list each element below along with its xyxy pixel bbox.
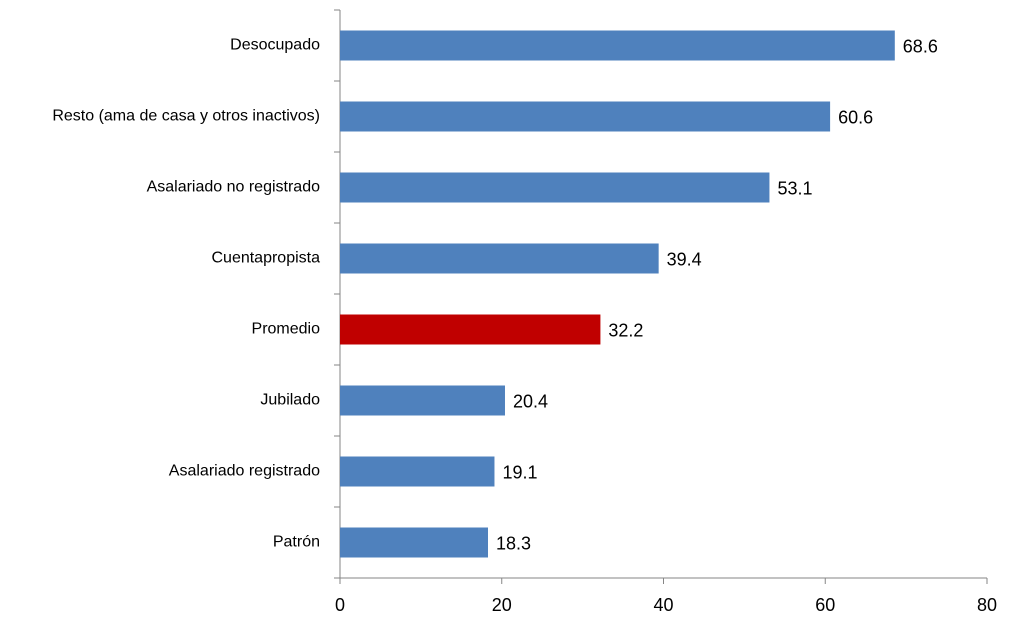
value-label: 19.1: [502, 462, 537, 482]
value-label: 53.1: [777, 178, 812, 198]
value-label: 32.2: [608, 320, 643, 340]
y-tick-label: Asalariado registrado: [169, 463, 320, 480]
bar: [340, 172, 770, 203]
value-label: 20.4: [513, 391, 548, 411]
x-tick-label: 80: [977, 595, 997, 615]
value-label: 39.4: [667, 249, 702, 269]
bar: [340, 243, 659, 274]
y-tick-label: Patrón: [273, 534, 320, 551]
bar: [340, 527, 489, 558]
x-tick-label: 60: [815, 595, 835, 615]
value-label: 18.3: [496, 533, 531, 553]
x-tick-label: 40: [653, 595, 673, 615]
bar: [340, 385, 505, 416]
y-tick-label: Cuentapropista: [211, 250, 320, 267]
y-tick-label: Jubilado: [260, 392, 320, 409]
y-tick-label: Promedio: [252, 321, 321, 338]
value-label: 60.6: [838, 107, 873, 127]
y-tick-label: Desocupado: [230, 37, 320, 54]
bar: [340, 456, 495, 487]
x-tick-label: 20: [492, 595, 512, 615]
bar: [340, 314, 601, 345]
bar: [340, 101, 831, 132]
value-label: 68.6: [903, 36, 938, 56]
bar: [340, 30, 895, 61]
y-tick-label: Asalariado no registrado: [147, 179, 321, 196]
x-tick-label: 0: [335, 595, 345, 615]
y-tick-label: Resto (ama de casa y otros inactivos): [52, 108, 320, 125]
